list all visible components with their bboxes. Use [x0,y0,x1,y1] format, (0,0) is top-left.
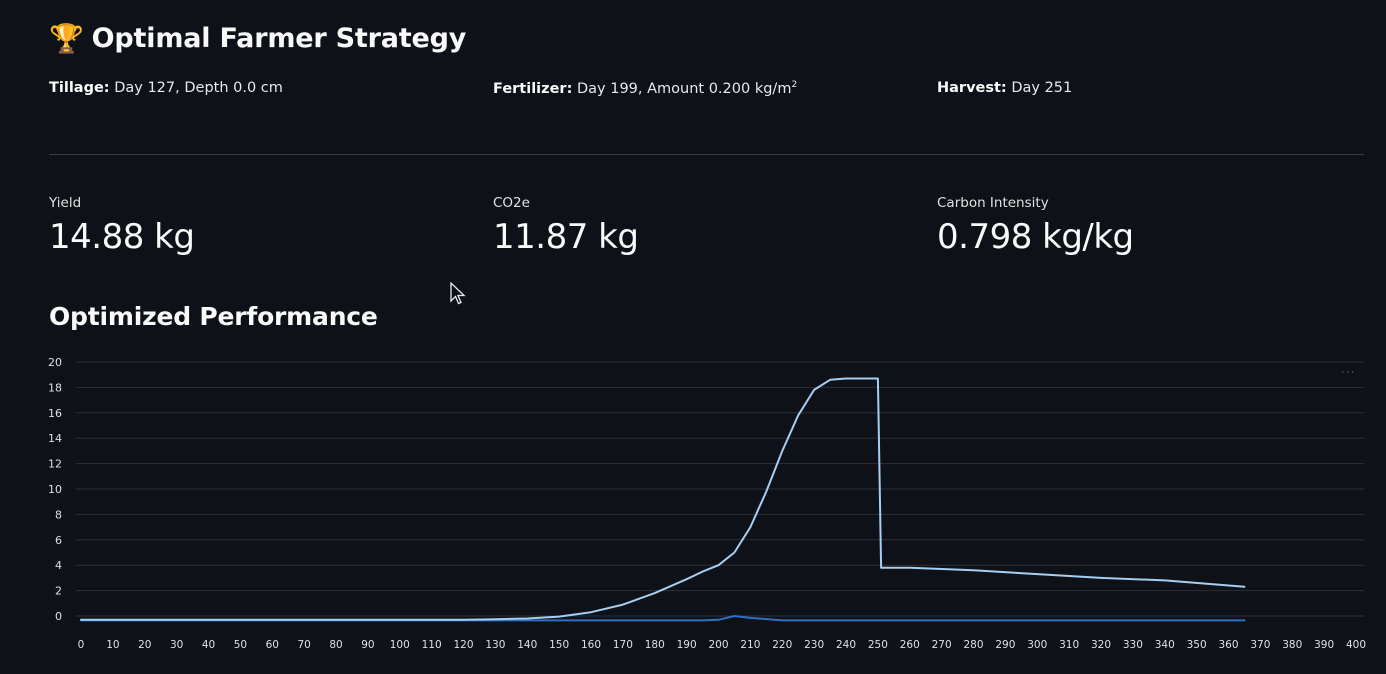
mouse-cursor-icon [450,282,466,305]
x-tick-label: 100 [390,639,410,651]
x-tick-label: 200 [708,639,728,651]
performance-chart[interactable]: 0 2 4 6 8 10 12 14 16 18 20 0 10 20 30 40 50 60 70 80 90 100 1… [0,340,1386,674]
x-tick-label: 310 [1059,639,1079,651]
carbon-intensity-metric: Carbon Intensity 0.798 kg/kg [937,195,1134,257]
x-tick-label: 370 [1250,639,1270,651]
x-tick-label: 10 [106,639,119,651]
x-tick-label: 170 [613,639,633,651]
page-title-text: Optimal Farmer Strategy [91,23,467,54]
carbon-intensity-value: 0.798 kg/kg [937,217,1134,257]
y-tick-label: 4 [55,559,62,572]
y-tick-label: 2 [55,585,62,598]
x-tick-label: 380 [1282,639,1302,651]
series-line-secondary [80,615,1246,622]
x-tick-label: 160 [581,639,601,651]
x-tick-label: 400 [1346,639,1366,651]
co2e-metric: CO2e 11.87 kg [493,195,639,257]
section-title: Optimized Performance [49,302,378,331]
trophy-icon: 🏆 [49,22,84,55]
x-tick-label: 250 [868,639,888,651]
fertilizer-label: Fertilizer: [493,80,573,97]
co2e-value: 11.87 kg [493,217,639,257]
y-tick-label: 14 [48,432,62,445]
y-tick-label: 8 [55,508,62,521]
y-tick-label: 20 [48,356,62,369]
y-tick-label: 6 [55,534,62,547]
x-tick-label: 340 [1155,639,1175,651]
yield-value: 14.88 kg [49,217,195,257]
x-tick-label: 360 [1218,639,1238,651]
y-tick-label: 10 [48,483,62,496]
y-tick-label: 0 [55,610,62,623]
x-tick-label: 50 [234,639,247,651]
harvest-label: Harvest: [937,80,1007,96]
x-tick-label: 70 [297,639,310,651]
x-tick-label: 110 [422,639,442,651]
series-line-biomass [80,377,1246,621]
x-tick-label: 0 [78,639,85,651]
x-tick-label: 220 [772,639,792,651]
fertilizer-info: Fertilizer: Day 199, Amount 0.200 kg/m2 [493,80,797,97]
tillage-label: Tillage: [49,80,110,96]
yield-label: Yield [49,195,82,211]
y-tick-label: 16 [48,407,62,420]
x-tick-label: 260 [900,639,920,651]
x-tick-label: 40 [202,639,215,651]
x-tick-label: 120 [453,639,473,651]
fertilizer-unit-superscript: 2 [791,80,798,90]
x-tick-label: 240 [836,639,856,651]
yield-metric: Yield 14.88 kg [49,195,195,257]
x-tick-label: 20 [138,639,151,651]
x-tick-label: 30 [170,639,183,651]
carbon-intensity-label: Carbon Intensity [937,195,1049,211]
x-tick-label: 130 [485,639,505,651]
y-tick-label: 18 [48,381,62,394]
harvest-value: Day 251 [1011,80,1073,96]
x-tick-label: 230 [804,639,824,651]
x-tick-label: 270 [932,639,952,651]
y-tick-label: 12 [48,458,62,471]
x-tick-label: 140 [517,639,537,651]
tillage-info: Tillage: Day 127, Depth 0.0 cm [49,80,283,96]
page-title: 🏆 Optimal Farmer Strategy [49,22,466,55]
x-tick-label: 290 [995,639,1015,651]
x-tick-label: 320 [1091,639,1111,651]
harvest-info: Harvest: Day 251 [937,80,1072,96]
tillage-value: Day 127, Depth 0.0 cm [114,80,283,96]
x-tick-label: 330 [1123,639,1143,651]
x-tick-label: 390 [1314,639,1334,651]
fertilizer-value: Day 199, Amount 0.200 kg/m [576,80,792,97]
x-tick-label: 80 [329,639,342,651]
divider [49,154,1364,155]
x-tick-label: 190 [677,639,697,651]
x-tick-label: 90 [361,639,374,651]
x-tick-label: 280 [963,639,983,651]
chart-menu-icon[interactable]: ... [1341,362,1356,376]
x-tick-label: 180 [645,639,665,651]
x-tick-label: 210 [740,639,760,651]
x-tick-label: 60 [266,639,279,651]
x-tick-label: 300 [1027,639,1047,651]
x-tick-label: 350 [1187,639,1207,651]
x-tick-label: 150 [549,639,569,651]
co2e-label: CO2e [493,195,530,211]
